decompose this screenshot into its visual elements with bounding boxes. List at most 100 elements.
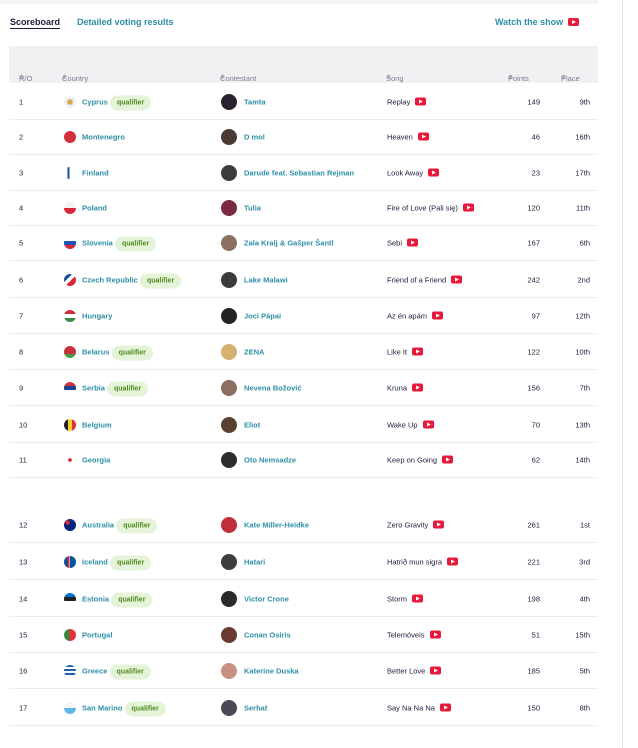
contestant-link[interactable]: Lake Malawi [244, 275, 288, 284]
scrollbar-track[interactable] [622, 0, 623, 748]
contestant-link[interactable]: Kate Miller-Heidke [244, 520, 310, 529]
youtube-play-icon[interactable] [451, 275, 463, 284]
table-row[interactable]: 4 Poland Tulia Fire of Love (Pali się) 1… [9, 190, 598, 226]
song-cell: Look Away [387, 168, 440, 177]
contestant-link[interactable]: Hatari [244, 557, 266, 566]
youtube-play-icon[interactable] [439, 703, 451, 712]
sort-icon: ⇕ [561, 75, 567, 81]
contestant-link[interactable]: Tamta [244, 97, 266, 106]
table-row[interactable]: 3 Finland Darude feat. Sebastian Rejman … [9, 155, 598, 191]
place-value: 17th [575, 168, 590, 177]
youtube-play-icon[interactable] [422, 420, 434, 429]
contestant-link[interactable]: Eliot [244, 420, 261, 429]
contestant-avatar [221, 343, 237, 360]
youtube-play-icon[interactable] [462, 203, 474, 212]
points-value: 62 [531, 455, 540, 464]
table-row[interactable]: 10 Belgium Eliot Wake Up 70 13th [9, 407, 598, 443]
youtube-play-icon[interactable] [447, 557, 459, 566]
points-value: 198 [527, 594, 540, 603]
youtube-play-icon[interactable] [412, 383, 424, 392]
contestant-link[interactable]: Joci Pápai [244, 311, 282, 320]
qualifier-badge: qualifier [109, 95, 152, 110]
country-link[interactable]: Finland [82, 168, 109, 177]
place-value: 6th [579, 238, 590, 247]
country-link[interactable]: Portugal [82, 630, 113, 639]
country-link[interactable]: Slovenia [82, 238, 113, 247]
contestant-link[interactable]: Conan Osíris [244, 630, 291, 639]
country-link[interactable]: Poland [82, 203, 108, 212]
running-order: 7 [19, 311, 24, 320]
tab-scoreboard[interactable]: Scoreboard [10, 17, 61, 29]
running-order: 8 [19, 347, 24, 356]
youtube-play-icon[interactable] [428, 168, 440, 177]
country-link[interactable]: Australia [82, 520, 115, 529]
youtube-play-icon[interactable] [429, 630, 441, 639]
table-row[interactable]: 15 Portugal Conan Osíris Telemóveis 51 1… [9, 617, 598, 653]
country-link[interactable]: San Marino [82, 703, 123, 712]
youtube-play-icon[interactable] [417, 132, 429, 141]
country-cell: Belarus qualifier [82, 345, 153, 360]
contestant-link[interactable]: Serhat [244, 703, 268, 712]
country-cell: Slovenia qualifier [82, 236, 157, 251]
contestant-link[interactable]: Tulia [244, 203, 261, 212]
table-row[interactable]: 1 Cyprus qualifier Tamta Replay 149 9th [9, 84, 598, 120]
table-row[interactable]: 7 Hungary Joci Pápai Az én apám 97 12th [9, 298, 598, 334]
song-title: Storm [387, 594, 408, 603]
song-cell: Replay [387, 97, 427, 106]
country-link[interactable]: Belarus [82, 347, 110, 356]
tab-detailed-voting-results[interactable]: Detailed voting results [77, 17, 174, 27]
country-link[interactable]: Estonia [82, 594, 110, 603]
country-flag-icon [64, 664, 76, 677]
points-value: 221 [527, 557, 540, 566]
country-link[interactable]: Serbia [82, 383, 105, 392]
table-row[interactable]: 5 Slovenia qualifier Zala Kralj & Gašper… [9, 225, 598, 261]
contestant-link[interactable]: Katerine Duska [244, 666, 299, 675]
contestant-link[interactable]: Nevena Božović [244, 383, 302, 392]
contestant-avatar [221, 271, 237, 288]
country-link[interactable]: Hungary [82, 311, 113, 320]
table-row[interactable]: 6 Czech Republic qualifier Lake Malawi F… [9, 262, 598, 298]
table-row[interactable]: 12 Australia qualifier Kate Miller-Heidk… [9, 507, 598, 543]
country-link[interactable]: Iceland [82, 557, 108, 566]
youtube-play-icon[interactable] [442, 455, 454, 464]
country-link[interactable]: Greece [82, 666, 108, 675]
contestant-link[interactable]: Zala Kralj & Gašper Šantl [244, 238, 334, 247]
youtube-play-icon[interactable] [412, 594, 424, 603]
youtube-play-icon[interactable] [430, 666, 442, 675]
contestant-link[interactable]: D mol [244, 132, 265, 141]
contestant-link[interactable]: Oto Nemsadze [244, 455, 297, 464]
song-title: Zero Gravity [387, 520, 429, 529]
country-link[interactable]: Belgium [82, 420, 112, 429]
table-row[interactable]: 9 Serbia qualifier Nevena Božović Kruna … [9, 370, 598, 406]
watch-the-show-link[interactable]: Watch the show [495, 17, 580, 27]
table-row[interactable]: 17 San Marino qualifier Serhat Say Na Na… [9, 690, 598, 726]
youtube-play-icon[interactable] [433, 520, 445, 529]
youtube-play-icon[interactable] [415, 97, 427, 106]
table-row[interactable]: 11 Georgia Oto Nemsadze Keep on Going 62… [9, 442, 598, 478]
running-order: 14 [19, 594, 28, 603]
country-link[interactable]: Georgia [82, 455, 111, 464]
table-row[interactable]: 16 Greece qualifier Katerine Duska Bette… [9, 653, 598, 689]
contestant-link[interactable]: Darude feat. Sebastian Rejman [244, 168, 355, 177]
country-cell: Montenegro [82, 132, 125, 141]
table-row[interactable]: 2 Montenegro D mol Heaven 46 16th [9, 119, 598, 155]
country-link[interactable]: Czech Republic [82, 275, 138, 284]
running-order: 10 [19, 420, 28, 429]
youtube-play-icon[interactable] [432, 311, 444, 320]
table-row[interactable]: 14 Estonia qualifier Victor Crone Storm … [9, 581, 598, 617]
running-order: 6 [19, 275, 24, 284]
points-value: 97 [531, 311, 540, 320]
table-row[interactable]: 8 Belarus qualifier ZENA Like It 122 10t… [9, 334, 598, 370]
country-link[interactable]: Cyprus [82, 97, 108, 106]
contestant-link[interactable]: Victor Crone [244, 594, 289, 603]
place-value: 11th [575, 203, 590, 212]
place-value: 8th [579, 703, 590, 712]
country-flag-icon [64, 555, 76, 568]
country-link[interactable]: Montenegro [82, 132, 125, 141]
country-cell: Greece qualifier [82, 664, 151, 679]
youtube-play-icon[interactable] [412, 347, 424, 356]
table-row[interactable]: 13 Iceland qualifier Hatari Hatrið mun s… [9, 544, 598, 580]
contestant-link[interactable]: ZENA [244, 347, 265, 356]
sort-icon: ⇕ [19, 75, 25, 81]
youtube-play-icon[interactable] [407, 238, 419, 247]
